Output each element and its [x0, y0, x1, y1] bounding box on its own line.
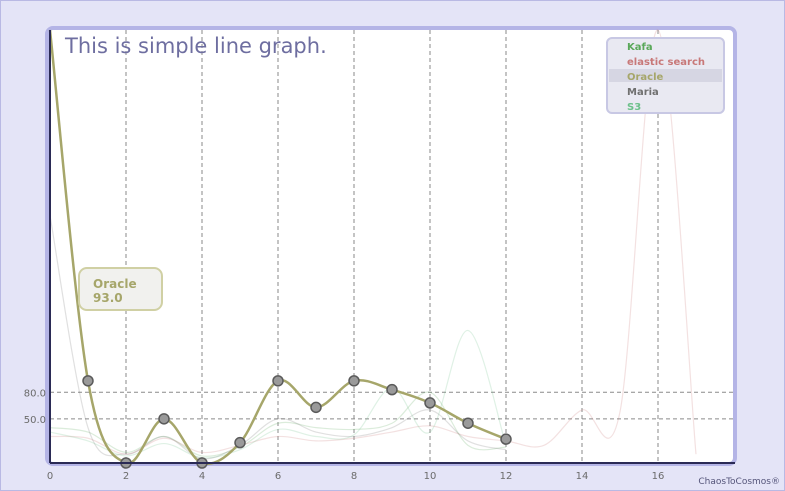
tooltip: Oracle 93.0 [78, 267, 163, 311]
x-tick-label: 6 [275, 471, 281, 482]
data-point-oracle[interactable] [158, 413, 170, 425]
legend-highlight [609, 69, 722, 82]
data-point-oracle[interactable] [82, 375, 94, 387]
tooltip-box [78, 267, 163, 311]
legend-entry-elastic-search[interactable]: elastic search [627, 57, 705, 68]
x-tick-label: 12 [500, 471, 513, 482]
data-point-oracle[interactable] [386, 383, 398, 396]
series-line-s3[interactable] [49, 329, 507, 459]
data-point-oracle[interactable] [462, 417, 474, 429]
credit-label: ChaosToCosmos® [698, 477, 780, 487]
data-markers [82, 375, 512, 469]
legend-entry-s3[interactable]: S3 [627, 102, 641, 113]
legend-entry-kafa[interactable]: Kafa [627, 42, 653, 53]
series-line-oracle[interactable] [48, 29, 507, 466]
x-tick-label: 10 [424, 471, 437, 482]
data-point-oracle[interactable] [424, 397, 436, 409]
x-tick-label: 2 [123, 471, 129, 482]
data-point-oracle[interactable] [348, 375, 360, 387]
data-point-oracle[interactable] [500, 433, 512, 445]
series-line-elastic-search[interactable] [49, 29, 697, 455]
series-lines [48, 29, 697, 466]
series-line-kafa[interactable] [49, 391, 507, 457]
x-tick-label: 0 [47, 471, 53, 482]
tooltip-series: Oracle [93, 277, 137, 291]
tooltip-value: 93.0 [93, 291, 123, 305]
x-tick-label: 8 [351, 471, 357, 482]
data-point-oracle[interactable] [272, 375, 284, 387]
x-tick-label: 4 [199, 471, 205, 482]
legend-entry-maria[interactable]: Maria [627, 87, 659, 98]
legend-entry-oracle[interactable]: Oracle [627, 72, 664, 83]
y-tick-labels: 50.0 80.0 [24, 388, 46, 426]
x-tick-label: 14 [576, 471, 589, 482]
x-tick-labels: 0 2 4 6 8 10 12 14 16 [47, 471, 665, 482]
legend: Kafa elastic search Oracle Maria S3 [606, 37, 725, 114]
data-point-oracle[interactable] [234, 436, 246, 449]
x-tick-label: 16 [652, 471, 665, 482]
series-line-maria[interactable] [49, 215, 507, 460]
y-tick-label: 80.0 [24, 388, 46, 399]
chart-title: This is simple line graph. [64, 34, 327, 58]
data-point-oracle[interactable] [310, 401, 322, 414]
y-tick-label: 50.0 [24, 415, 46, 426]
